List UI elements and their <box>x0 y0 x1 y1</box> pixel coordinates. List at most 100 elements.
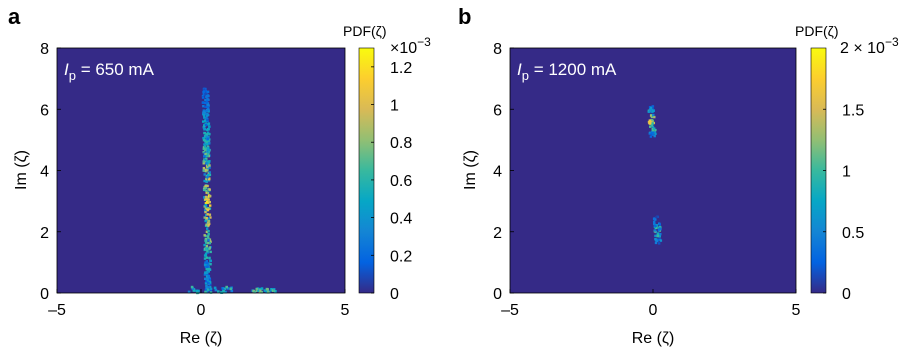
pdf-cell <box>209 263 212 266</box>
pdf-cell <box>651 130 654 133</box>
pdf-cell <box>226 287 230 290</box>
pdf-cell <box>272 288 276 291</box>
pdf-cell <box>203 196 206 199</box>
pdf-cell <box>204 196 208 199</box>
pdf-cell <box>214 288 218 292</box>
pdf-cell <box>207 232 210 236</box>
pdf-cell <box>205 290 209 294</box>
pdf-cell <box>204 203 207 207</box>
pdf-cell <box>205 151 209 154</box>
pdf-cell <box>266 288 269 291</box>
pdf-cell <box>206 165 209 169</box>
pdf-cell <box>204 139 207 142</box>
pdf-cell <box>654 128 657 132</box>
pdf-cell <box>204 148 207 151</box>
pdf-cell <box>205 230 209 233</box>
x-tick-label: 0 <box>197 302 206 319</box>
pdf-cell <box>207 262 211 265</box>
pdf-cell <box>187 290 191 294</box>
pdf-cell <box>202 109 205 112</box>
pdf-cell <box>205 275 209 278</box>
pdf-cell <box>213 286 217 290</box>
pdf-cell <box>207 160 210 164</box>
pdf-cell <box>206 288 210 291</box>
pdf-cell <box>256 289 260 292</box>
pdf-cell <box>204 92 207 95</box>
pdf-cell <box>649 106 653 110</box>
pdf-cell <box>207 108 210 112</box>
x-axis-label-b: Re (ζ) <box>632 330 675 347</box>
pdf-cell <box>204 282 208 285</box>
pdf-cell <box>206 265 209 268</box>
pdf-cell <box>207 174 210 177</box>
pdf-cell <box>203 205 206 208</box>
pdf-cell <box>207 127 210 131</box>
y-tick-label: 2 <box>493 225 502 242</box>
pdf-cell <box>204 252 208 255</box>
pdf-cell <box>657 226 660 229</box>
pdf-cell <box>222 289 225 293</box>
colorbar-a <box>358 47 375 294</box>
pdf-cell <box>208 164 211 167</box>
pdf-cell <box>209 259 212 263</box>
pdf-cell <box>202 92 205 95</box>
pdf-cell <box>221 287 224 290</box>
y-tick-label: 8 <box>40 41 49 58</box>
pdf-cell <box>653 220 656 223</box>
pdf-cell <box>205 94 209 98</box>
pdf-cell <box>206 143 209 146</box>
pdf-cell <box>647 120 651 124</box>
colorbar-tick-label: 0.6 <box>390 173 412 190</box>
x-tick-label: 5 <box>341 302 350 319</box>
pdf-cell <box>658 235 661 238</box>
y-ticks-b: 0 2 4 6 8 <box>493 41 514 303</box>
pdf-cell <box>204 98 207 102</box>
pdf-cell <box>203 216 206 219</box>
pdf-cell <box>202 139 206 142</box>
feature-streak-b <box>652 215 663 245</box>
pdf-cell <box>206 273 209 276</box>
pdf-cell <box>206 148 209 152</box>
pdf-cell <box>209 204 212 207</box>
y-tick-label: 8 <box>493 41 502 58</box>
pdf-cell <box>206 184 209 188</box>
pdf-cell <box>653 127 656 130</box>
pdf-cell <box>202 167 206 170</box>
pdf-cell <box>208 288 211 292</box>
pdf-cell <box>209 285 212 289</box>
pdf-cell <box>209 281 212 284</box>
pdf-cell <box>206 191 210 195</box>
pdf-cell <box>207 94 210 98</box>
pdf-cell <box>205 116 208 119</box>
pdf-cell <box>658 223 661 226</box>
x-tick-label: 0 <box>649 302 658 319</box>
pdf-cell <box>203 124 206 128</box>
pdf-cell <box>203 234 206 237</box>
pdf-cell <box>204 205 208 208</box>
colorbar-title-a: PDF(ζ) <box>343 23 387 39</box>
colorbar-tick-label: 1 <box>842 164 851 181</box>
pdf-cell <box>659 225 662 229</box>
pdf-cell <box>654 224 657 228</box>
pdf-cell <box>207 110 210 113</box>
pdf-cell <box>207 154 210 158</box>
pdf-cell <box>225 285 228 289</box>
pdf-cell <box>649 125 652 128</box>
pdf-cell <box>204 271 207 275</box>
heatmap-marks-a <box>187 87 277 295</box>
pdf-cell <box>203 126 206 129</box>
pdf-cell <box>209 194 212 198</box>
pdf-cell <box>648 132 651 135</box>
pdf-cell <box>650 124 654 127</box>
pdf-cell <box>653 131 656 134</box>
x-axis-label-a: Re (ζ) <box>180 330 223 347</box>
pdf-cell <box>206 235 210 238</box>
pdf-cell <box>205 217 208 220</box>
pdf-cell <box>204 186 208 189</box>
pdf-cell <box>196 289 200 293</box>
pdf-cell <box>207 123 210 126</box>
pdf-cell <box>203 243 206 247</box>
y-axis-label-a: Im (ζ) <box>13 150 30 190</box>
pdf-cell <box>205 244 208 248</box>
pdf-cell <box>260 287 264 290</box>
